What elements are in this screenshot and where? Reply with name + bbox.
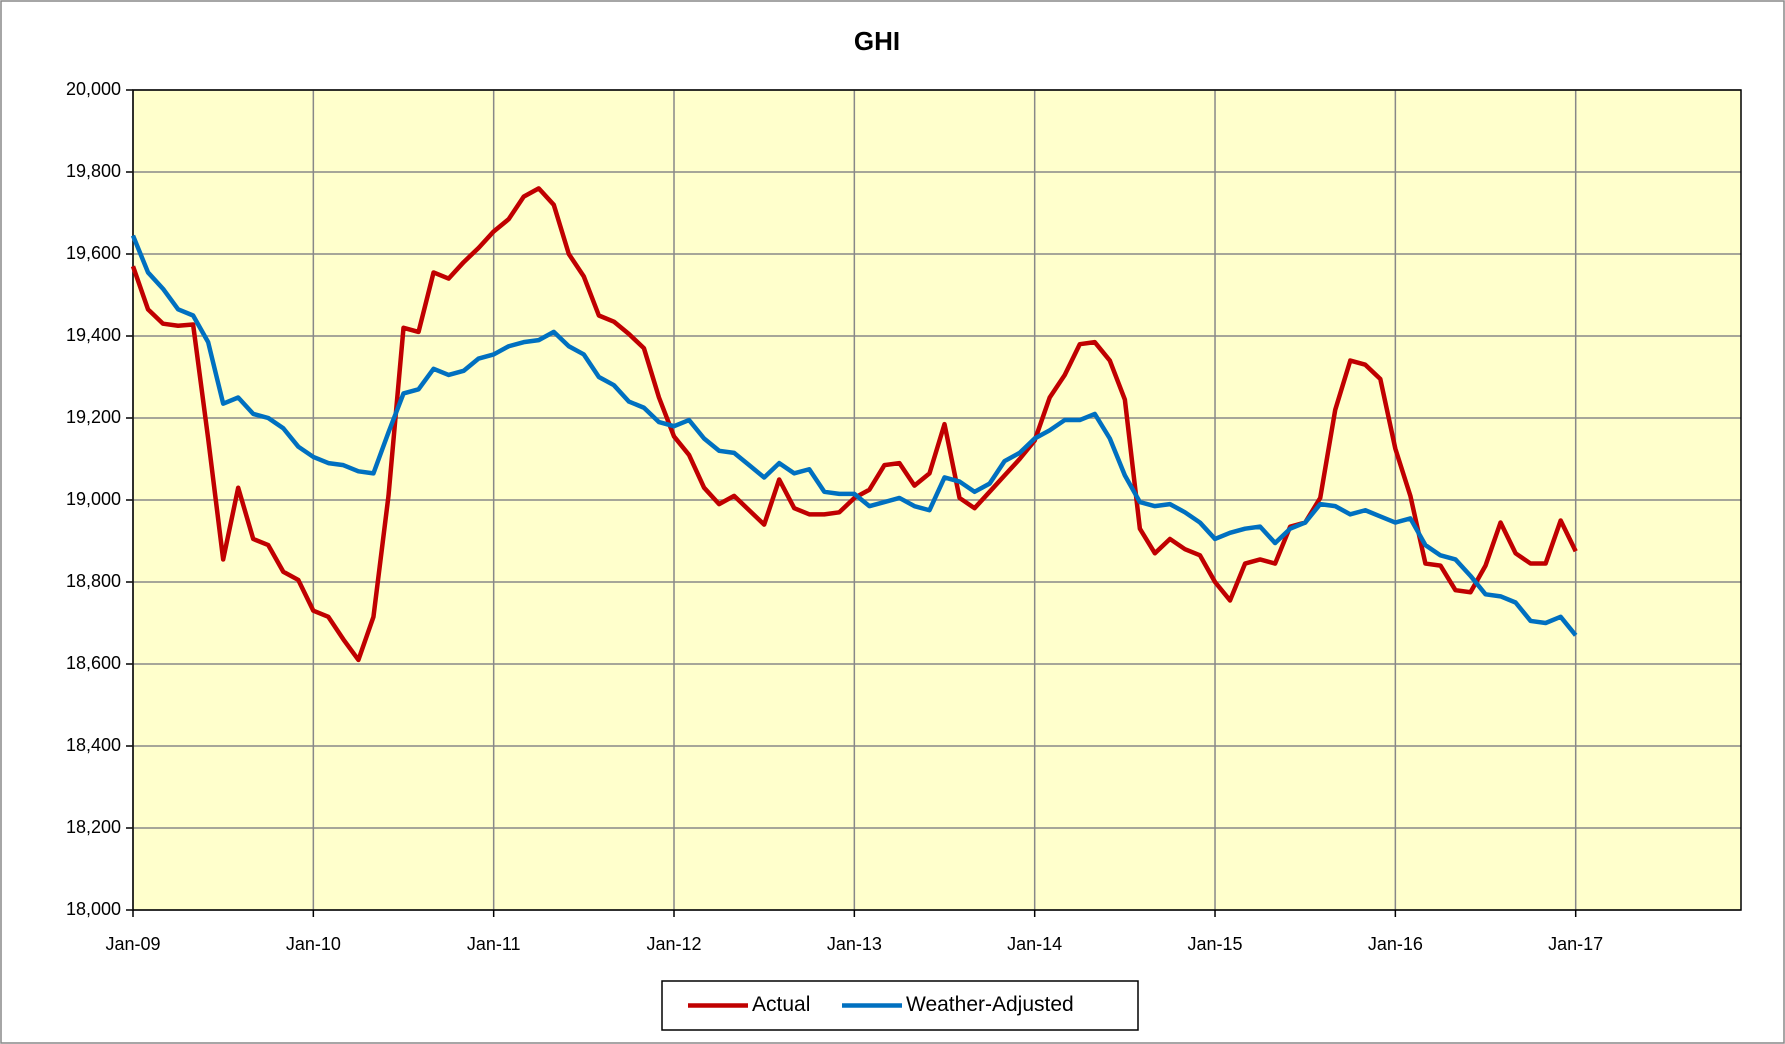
- series-line: [130, 234, 1578, 637]
- chart-title: GHI: [854, 26, 900, 56]
- y-tick-label: 18,400: [66, 735, 121, 755]
- y-tick-label: 19,800: [66, 161, 121, 181]
- x-tick-label: Jan-13: [827, 934, 882, 954]
- y-tick-label: 18,000: [66, 899, 121, 919]
- x-tick-label: Jan-16: [1368, 934, 1423, 954]
- x-tick-label: Jan-11: [467, 934, 521, 954]
- x-tick-label: Jan-17: [1548, 934, 1603, 954]
- y-tick-label: 18,600: [66, 653, 121, 673]
- legend-label: Weather-Adjusted: [906, 993, 1074, 1016]
- x-tick-label: Jan-15: [1187, 934, 1242, 954]
- plot-border: [132, 89, 1742, 911]
- y-tick-label: 19,600: [66, 243, 121, 263]
- legend: Actual Weather-Adjusted: [661, 980, 1139, 1031]
- x-tick-label: Jan-14: [1007, 934, 1062, 954]
- y-tick-label: 19,200: [66, 407, 121, 427]
- y-tick-label: 19,400: [66, 325, 121, 345]
- y-tick-label: 20,000: [66, 79, 121, 99]
- x-tick-label: Jan-12: [646, 934, 701, 954]
- legend-label: Actual: [752, 993, 810, 1016]
- x-tick-label: Jan-09: [105, 934, 160, 954]
- y-tick-label: 18,200: [66, 817, 121, 837]
- x-tick-label: Jan-10: [286, 934, 341, 954]
- y-tick-label: 18,800: [66, 571, 121, 591]
- series-line: [130, 186, 1578, 663]
- y-tick-label: 19,000: [66, 489, 121, 509]
